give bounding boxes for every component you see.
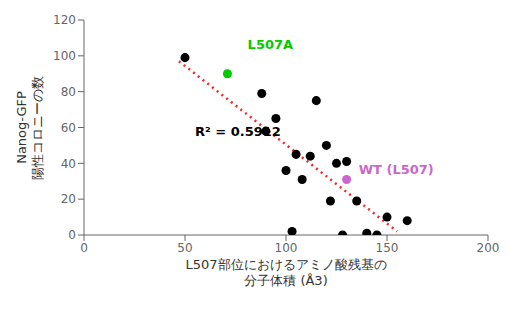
svg-text:200: 200 (477, 241, 500, 255)
svg-text:0: 0 (80, 241, 88, 255)
svg-text:L507A: L507A (248, 37, 293, 52)
svg-text:WT (L507): WT (L507) (359, 162, 434, 177)
svg-text:100: 100 (275, 241, 298, 255)
svg-text:Nanog-GFP陽性コロニーの数: Nanog-GFP陽性コロニーの数 (14, 76, 45, 180)
svg-text:50: 50 (177, 241, 192, 255)
svg-text:80: 80 (61, 85, 76, 99)
svg-text:100: 100 (53, 49, 76, 63)
svg-text:40: 40 (61, 157, 76, 171)
svg-text:L507部位におけるアミノ酸残基の分子体積 (Å3): L507部位におけるアミノ酸残基の分子体積 (Å3) (185, 257, 386, 288)
svg-text:R² = 0.5912: R² = 0.5912 (195, 124, 281, 139)
svg-text:60: 60 (61, 121, 76, 135)
svg-text:20: 20 (61, 192, 76, 206)
svg-text:0: 0 (68, 228, 76, 242)
svg-text:120: 120 (53, 13, 76, 27)
svg-text:150: 150 (376, 241, 399, 255)
